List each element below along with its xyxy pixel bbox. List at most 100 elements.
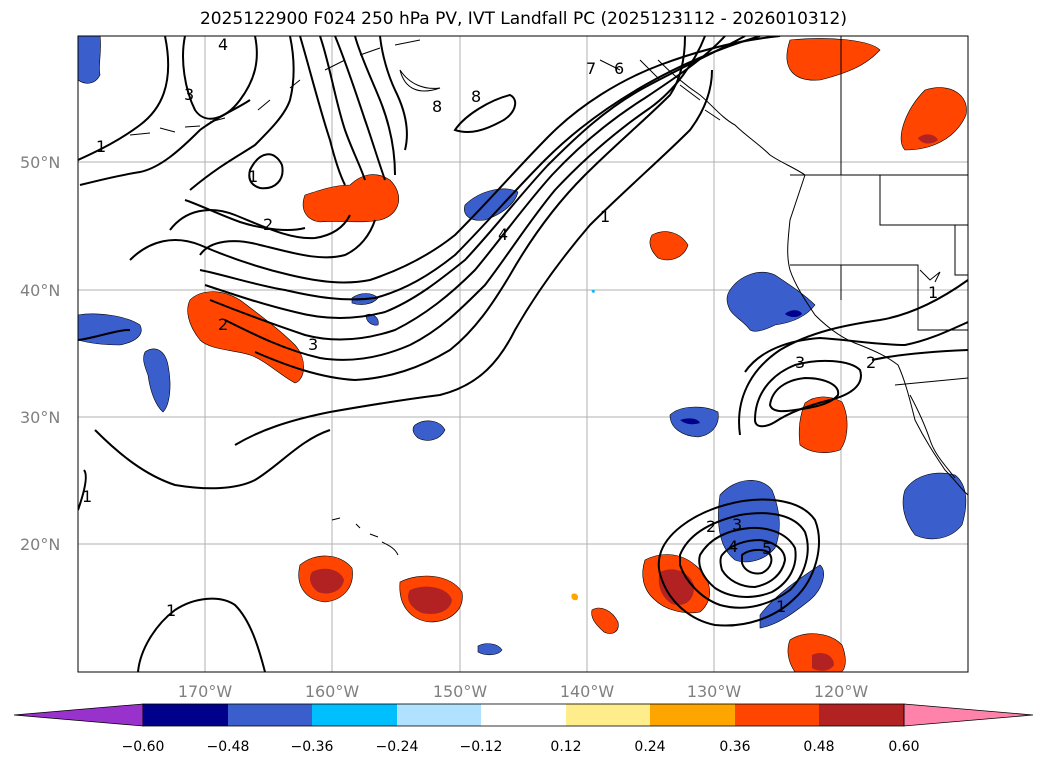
hawaii-islands	[331, 517, 399, 556]
pv-contours	[78, 36, 968, 672]
contour-4	[209, 36, 726, 341]
contour-6	[254, 36, 686, 382]
contour-label: 2	[218, 315, 228, 334]
contour-2-closed	[679, 512, 809, 609]
contour-1	[738, 279, 968, 436]
contour-4-closed	[719, 538, 787, 589]
colorbar-tick-label: −0.24	[376, 739, 419, 755]
contour-3-closed	[768, 376, 840, 413]
contour-1	[94, 429, 331, 490]
patch-pos	[302, 174, 399, 223]
state-border	[790, 264, 968, 331]
contour-label: 7	[586, 59, 596, 78]
contour-label: 6	[614, 59, 624, 78]
baja-coast	[909, 394, 956, 479]
colorbar-segment	[143, 704, 228, 726]
contour-label: 1	[248, 167, 258, 186]
lon-label: 120°W	[814, 682, 869, 701]
patch-neg-weak	[591, 289, 595, 293]
contour-8	[379, 36, 408, 151]
contour-8-closed	[453, 93, 517, 133]
patch-neg-strong	[680, 418, 700, 425]
contour-label: 3	[732, 515, 742, 534]
map-panel	[78, 36, 968, 672]
patch-pos-strong	[812, 653, 834, 671]
contour-1	[78, 469, 87, 511]
contour-2	[78, 329, 131, 341]
patch-neg	[902, 472, 967, 540]
colorbar-segment	[397, 704, 481, 726]
contour-3	[204, 36, 746, 319]
state-border	[879, 175, 968, 226]
patch-pos-strong	[408, 586, 452, 614]
map-frame	[77, 35, 969, 673]
us-mexico-border	[894, 377, 968, 386]
contour-1	[744, 321, 968, 373]
contour-3-closed	[698, 526, 797, 598]
colorbar-segment	[819, 704, 904, 726]
patch-neg	[477, 643, 503, 656]
contour-label: 5	[762, 539, 772, 558]
colorbar-tick-label: −0.60	[122, 739, 165, 755]
colorbar-segment	[650, 704, 735, 726]
colorbar-tick-label: 0.12	[550, 739, 581, 755]
contour-2	[189, 36, 295, 191]
colorbar-tick-label: 0.36	[719, 739, 750, 755]
contour-2	[871, 349, 968, 361]
contour-label: 2	[866, 353, 876, 372]
lon-label: 140°W	[560, 682, 615, 701]
lat-label: 40°N	[20, 281, 60, 300]
contour-1	[137, 597, 266, 672]
contour-label: 4	[498, 225, 508, 244]
contour-3	[169, 209, 351, 240]
patch-pos	[591, 607, 619, 634]
patch-neg-strong	[785, 310, 802, 317]
contour-2	[184, 199, 306, 231]
colorbar: −0.60 −0.48 −0.36 −0.24 −0.12 0.12 0.24 …	[13, 703, 1034, 755]
latitude-labels: 50°N 40°N 30°N 20°N	[20, 153, 60, 554]
aleutian-islands	[129, 117, 226, 136]
contour-2-closed	[753, 359, 862, 428]
coastlines	[129, 36, 968, 556]
contour-5-closed	[741, 548, 773, 575]
contour-5	[224, 36, 706, 361]
contour-label: 1	[96, 137, 106, 156]
contour-label: 1	[82, 487, 92, 506]
lat-label: 50°N	[20, 153, 60, 172]
colorbar-extend-left	[13, 703, 144, 727]
lon-label: 160°W	[305, 682, 360, 701]
contour-8	[354, 36, 396, 176]
contour-1	[129, 36, 781, 284]
lake-shoreline	[919, 269, 941, 283]
colorbar-segment	[228, 704, 312, 726]
contour-1-closed	[657, 498, 820, 627]
contour-label: 8	[432, 97, 442, 116]
colorbar-tick-label: −0.48	[207, 739, 250, 755]
patch-neg	[78, 36, 101, 84]
contour-1-closed	[248, 153, 284, 190]
alaska-peninsula	[257, 39, 421, 111]
colorbar-outline	[142, 703, 905, 727]
colorbar-segment	[481, 704, 566, 726]
contour-label: 8	[471, 87, 481, 106]
north-america-coast	[657, 59, 968, 496]
longitude-labels: 170°W 160°W 150°W 140°W 130°W 120°W	[178, 682, 869, 701]
contour-label: 4	[218, 35, 228, 54]
contour-label: 3	[184, 85, 194, 104]
contour-label: 3	[795, 353, 805, 372]
patch-neg	[143, 348, 171, 413]
colorbar-tick-label: 0.48	[803, 739, 834, 755]
contour-7	[319, 36, 366, 181]
contour-label: 1	[166, 601, 176, 620]
contour-1	[78, 36, 170, 161]
colorbar-tick-label: 0.60	[888, 739, 919, 755]
kodiak-island	[399, 69, 441, 92]
lon-label: 150°W	[433, 682, 488, 701]
patch-pos-strong	[310, 568, 344, 594]
contour-label: 1	[776, 597, 786, 616]
colorbar-segment	[566, 704, 650, 726]
contour-4	[199, 219, 376, 259]
contour-label: 1	[600, 207, 610, 226]
contour-label: 2	[263, 215, 273, 234]
